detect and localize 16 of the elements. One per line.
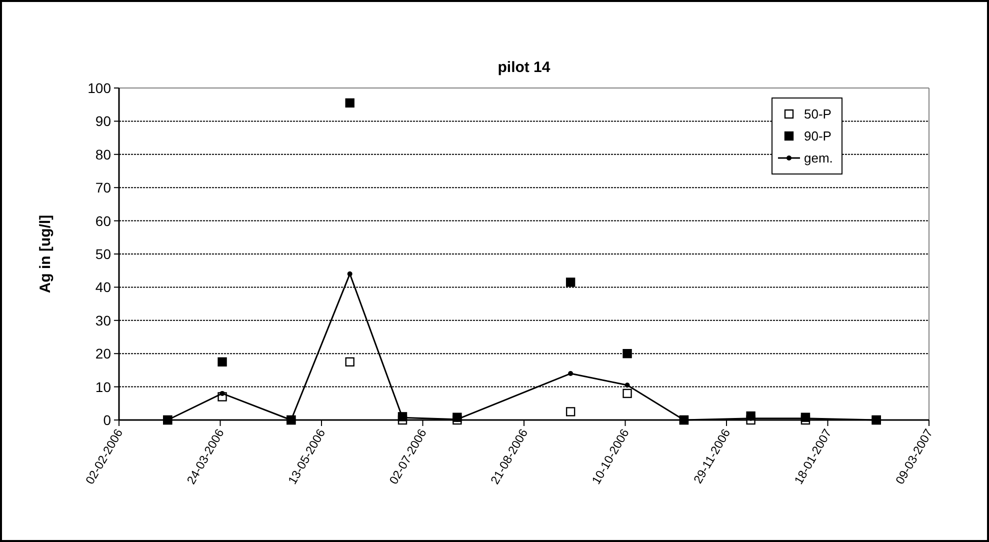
y-axis-title: Ag in [ug/l] [37,214,54,294]
y-tick-label: 70 [95,180,112,196]
y-tick-label: 40 [95,279,112,296]
legend-label: 90-P [804,128,832,144]
y-tick-label: 80 [95,146,112,162]
y-tick-label: 50 [95,246,112,262]
y-tick-label: 30 [95,312,112,328]
y-tick-label: 0 [103,412,112,428]
y-tick-label: 20 [95,346,112,362]
y-tick-label: 60 [95,212,112,229]
y-tick-label: 10 [95,378,112,395]
y-tick-label: 100 [88,80,112,96]
chart-title: pilot 14 [498,59,551,76]
legend-label: gem. [804,150,833,166]
y-tick-label: 90 [95,113,112,130]
legend-label: 50-P [804,106,832,122]
